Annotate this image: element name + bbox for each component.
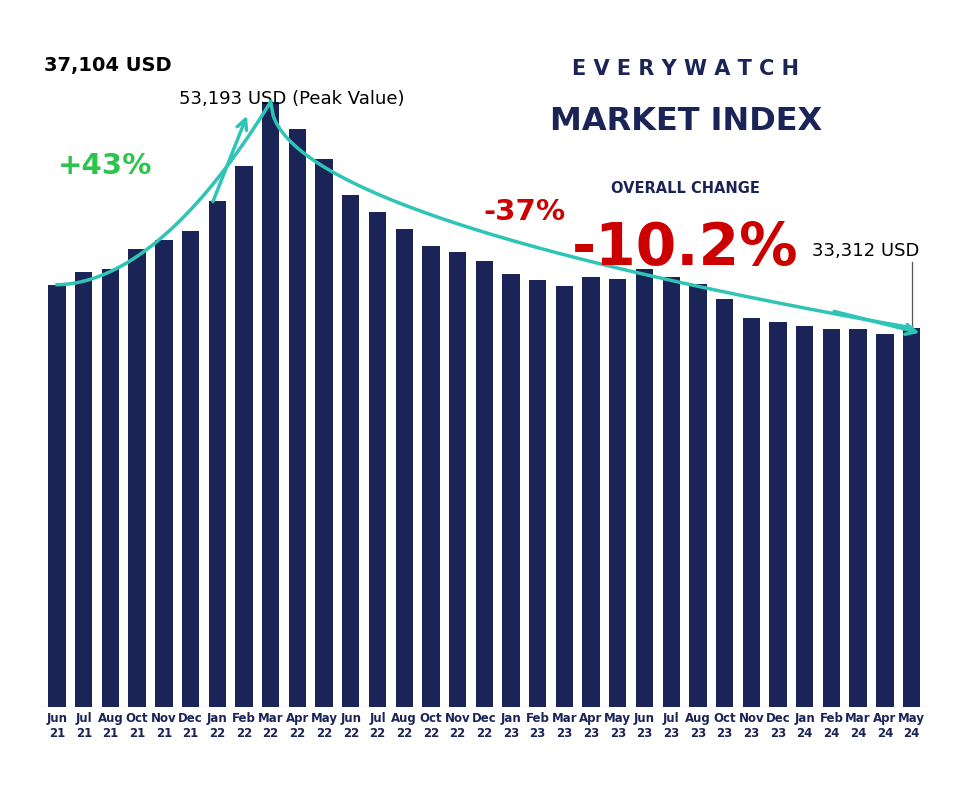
Bar <box>262 102 279 706</box>
Bar <box>209 201 226 706</box>
Bar <box>316 159 333 706</box>
Text: 33,312 USD: 33,312 USD <box>812 242 920 260</box>
Text: E V E R Y W A T C H: E V E R Y W A T C H <box>573 59 799 78</box>
Bar <box>395 229 413 707</box>
Bar <box>422 246 439 706</box>
Bar <box>75 272 92 706</box>
Bar <box>235 166 252 706</box>
Bar <box>48 285 66 706</box>
Bar <box>690 283 707 706</box>
Text: +43%: +43% <box>58 152 152 181</box>
Bar <box>902 328 921 706</box>
Bar <box>102 268 119 706</box>
Bar <box>663 277 680 706</box>
Bar <box>369 212 386 706</box>
Text: MARKET INDEX: MARKET INDEX <box>550 106 822 137</box>
Bar <box>877 334 894 706</box>
Bar <box>529 280 547 706</box>
Bar <box>342 195 360 706</box>
Bar <box>609 279 626 706</box>
Text: -10.2%: -10.2% <box>573 220 799 277</box>
Bar <box>742 318 760 706</box>
Bar <box>503 275 520 706</box>
Bar <box>716 300 734 706</box>
Text: OVERALL CHANGE: OVERALL CHANGE <box>611 181 760 195</box>
Bar <box>555 286 573 706</box>
Text: -37%: -37% <box>483 198 566 226</box>
Bar <box>289 129 306 706</box>
Bar <box>636 268 653 706</box>
Text: 37,104 USD: 37,104 USD <box>44 56 172 75</box>
Bar <box>155 240 173 707</box>
Bar <box>582 277 599 706</box>
Bar <box>182 232 199 706</box>
Bar <box>796 326 813 706</box>
Bar <box>449 252 466 706</box>
Bar <box>476 261 493 706</box>
Text: 53,193 USD (Peak Value): 53,193 USD (Peak Value) <box>179 90 405 108</box>
Bar <box>850 329 867 706</box>
Bar <box>129 250 146 706</box>
Bar <box>769 322 786 706</box>
Bar <box>823 329 840 706</box>
